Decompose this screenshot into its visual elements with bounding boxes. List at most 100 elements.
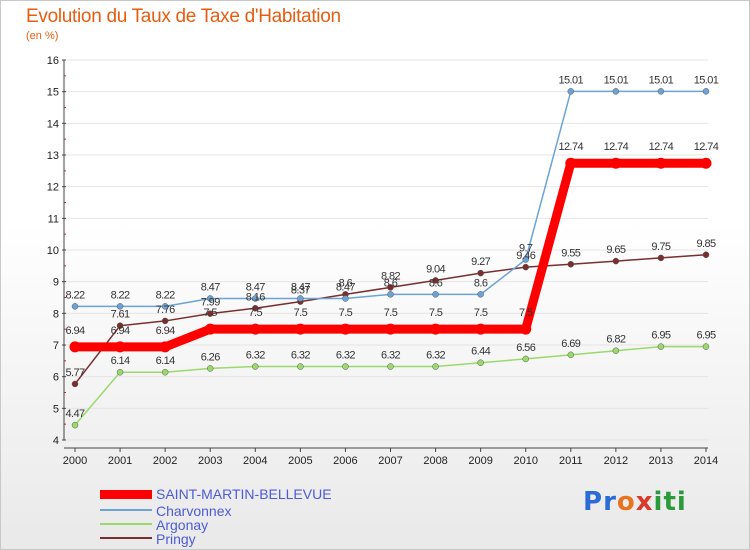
data-label-saint-martin: 7.5 <box>203 307 217 319</box>
data-point-pringy <box>116 322 124 329</box>
data-point-charvonnex <box>612 88 620 95</box>
data-point-argonay <box>252 363 259 370</box>
data-label-argonay: 6.32 <box>336 350 355 362</box>
data-point-pringy <box>657 254 665 262</box>
data-label-saint-martin: 12.74 <box>559 141 584 153</box>
data-point-pringy <box>161 317 169 325</box>
data-label-saint-martin: 12.74 <box>649 141 674 153</box>
data-point-argonay <box>206 365 214 372</box>
logo-letter: t <box>663 487 677 517</box>
data-label-charvonnex: 15.01 <box>694 74 719 86</box>
logo-letter: r <box>603 487 617 517</box>
x-tick-label: 2011 <box>559 455 583 467</box>
data-label-pringy: 9.65 <box>606 244 625 256</box>
data-point-pringy <box>71 380 79 388</box>
axes: 4 5 6 7 8 9 10 11 12 13 14 15 16 2000 2001 2002 2003 2004… <box>47 55 718 467</box>
data-label-charvonnex: 8.47 <box>246 281 265 293</box>
data-label-saint-martin: 6.94 <box>156 325 175 337</box>
data-point-saint-martin <box>655 157 667 169</box>
y-tick-label: 8 <box>53 308 59 320</box>
data-label-pringy: 5.77 <box>65 367 84 379</box>
data-label-charvonnex: 8.22 <box>156 289 175 301</box>
data-point-saint-martin <box>294 323 306 335</box>
data-label-argonay: 6.69 <box>561 338 580 350</box>
data-point-argonay <box>342 363 349 370</box>
legend-swatch-saint-martin <box>100 490 152 499</box>
data-label-pringy: 9.27 <box>471 256 490 268</box>
data-label-charvonnex: 8.47 <box>336 281 355 293</box>
y-tick-label: 4 <box>53 435 59 447</box>
data-label-argonay: 6.95 <box>651 330 670 342</box>
data-label-saint-martin: 6.94 <box>65 325 84 337</box>
x-tick-label: 2001 <box>108 455 132 467</box>
x-tick-label: 2004 <box>243 455 267 467</box>
data-label-charvonnex: 8.22 <box>65 289 84 301</box>
data-label-pringy: 9.75 <box>651 241 670 253</box>
data-label-pringy: 8.16 <box>246 291 265 303</box>
data-point-charvonnex <box>71 303 79 310</box>
data-point-charvonnex <box>432 291 439 298</box>
data-label-saint-martin: 7.5 <box>429 307 443 319</box>
legend-swatch-charvonnex <box>100 509 152 511</box>
data-label-pringy: 7.76 <box>156 304 175 316</box>
data-label-saint-martin: 7.5 <box>294 307 308 319</box>
legend-swatch-pringy <box>100 537 152 539</box>
data-point-argonay <box>612 347 620 354</box>
data-label-saint-martin: 12.74 <box>604 141 629 153</box>
data-label-saint-martin: 12.74 <box>694 141 719 153</box>
legend-label-saint-martin: SAINT-MARTIN-BELLEVUE <box>156 486 332 502</box>
data-label-pringy: 9.04 <box>426 263 445 275</box>
x-tick-label: 2014 <box>694 455 718 467</box>
x-tick-label: 2009 <box>468 455 492 467</box>
logo-letter: i <box>676 487 687 517</box>
data-point-charvonnex <box>342 295 349 302</box>
x-tick-label: 2002 <box>153 455 177 467</box>
data-label-pringy: 9.55 <box>561 247 580 259</box>
data-point-pringy <box>387 284 394 291</box>
y-tick-label: 15 <box>47 87 59 99</box>
data-label-pringy: 9.46 <box>516 250 535 262</box>
legend-label-pringy: Pringy <box>156 531 196 547</box>
data-point-charvonnex <box>387 291 394 298</box>
data-label-charvonnex: 8.6 <box>429 277 443 289</box>
data-point-charvonnex <box>567 88 575 95</box>
data-point-argonay <box>522 355 529 363</box>
data-point-argonay <box>432 363 439 370</box>
data-label-argonay: 6.14 <box>156 355 175 367</box>
data-point-saint-martin <box>385 323 396 335</box>
data-point-charvonnex <box>297 295 304 302</box>
data-label-argonay: 6.14 <box>111 355 130 367</box>
x-tick-label: 2010 <box>513 455 537 467</box>
y-tick-label: 16 <box>47 55 59 67</box>
y-tick-label: 11 <box>48 213 59 225</box>
data-point-pringy <box>477 269 484 277</box>
x-tick-label: 2003 <box>198 455 222 467</box>
data-point-pringy <box>432 277 439 284</box>
data-point-charvonnex <box>702 88 710 95</box>
x-tick-label: 2006 <box>333 455 357 467</box>
data-label-pringy: 9.85 <box>696 238 715 250</box>
data-label-saint-martin: 7.5 <box>249 307 263 319</box>
data-label-argonay: 6.26 <box>201 351 220 363</box>
y-axis-unit: (en %) <box>26 30 59 42</box>
data-label-pringy: 8.37 <box>291 285 310 297</box>
data-label-saint-martin: 7.5 <box>474 307 488 319</box>
data-point-saint-martin <box>204 323 216 335</box>
y-tick-label: 6 <box>53 372 59 384</box>
data-label-pringy: 7.99 <box>201 297 220 309</box>
data-point-argonay <box>387 363 394 370</box>
data-point-pringy <box>567 261 575 268</box>
grid-lines <box>66 59 708 441</box>
y-tick-label: 9 <box>53 277 59 289</box>
data-point-pringy <box>612 257 620 265</box>
data-label-argonay: 6.32 <box>291 350 310 362</box>
x-tick-label: 2000 <box>63 455 87 467</box>
data-label-charvonnex: 15.01 <box>649 74 674 86</box>
data-point-saint-martin <box>610 157 622 169</box>
data-label-charvonnex: 8.6 <box>384 277 398 289</box>
data-label-argonay: 6.82 <box>606 334 625 346</box>
data-label-charvonnex: 15.01 <box>604 74 629 86</box>
logo-letter: o <box>616 487 636 517</box>
data-point-argonay <box>567 351 575 359</box>
